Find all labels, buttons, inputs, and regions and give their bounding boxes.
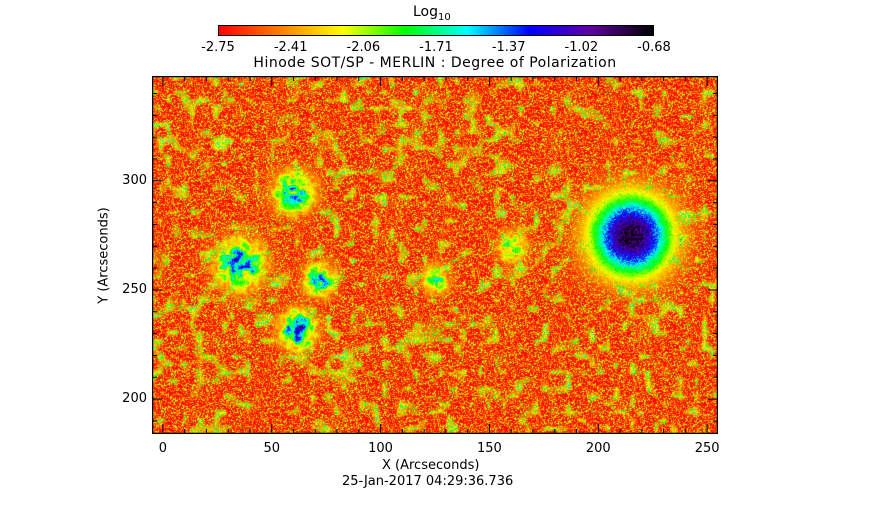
plot-area [152, 76, 718, 434]
y-tick-label: 300 [122, 172, 147, 188]
polarization-heatmap [152, 76, 718, 434]
x-tick-label: 200 [585, 441, 611, 456]
y-axis-label: Y (Arcseconds) [96, 207, 112, 304]
x-tick-label: 50 [263, 441, 280, 456]
x-axis-label: X (Arcseconds) [382, 458, 480, 473]
y-tick-label: 250 [122, 281, 147, 297]
plot-axes [152, 76, 718, 434]
plot-frame [152, 76, 718, 434]
x-tick-label: 100 [368, 441, 393, 456]
timestamp: 25-Jan-2017 04:29:36.736 [342, 474, 514, 489]
chart-title: Hinode SOT/SP - MERLIN : Degree of Polar… [253, 55, 617, 71]
colorbar-label-subscript: 10 [438, 11, 451, 23]
colorbar-label: Log10 [413, 4, 451, 23]
colorbar-tick-label: -0.68 [637, 40, 671, 55]
x-tick-label: 250 [694, 441, 720, 456]
colorbar-tick-label: -1.71 [419, 40, 453, 55]
colorbar-tick-label: -1.02 [564, 40, 599, 55]
x-tick-label: 150 [477, 441, 502, 456]
colorbar-tick-label: -2.75 [201, 40, 235, 55]
x-tick-label: 0 [158, 441, 168, 456]
colorbar-tick-label: -1.37 [491, 40, 526, 55]
colorbar-label-text: Log [413, 4, 439, 20]
colorbar-tick-label: -2.41 [273, 40, 308, 55]
colorbar-tick-label: -2.06 [346, 40, 381, 55]
y-tick-label: 200 [122, 391, 147, 407]
colorbar [218, 25, 654, 36]
